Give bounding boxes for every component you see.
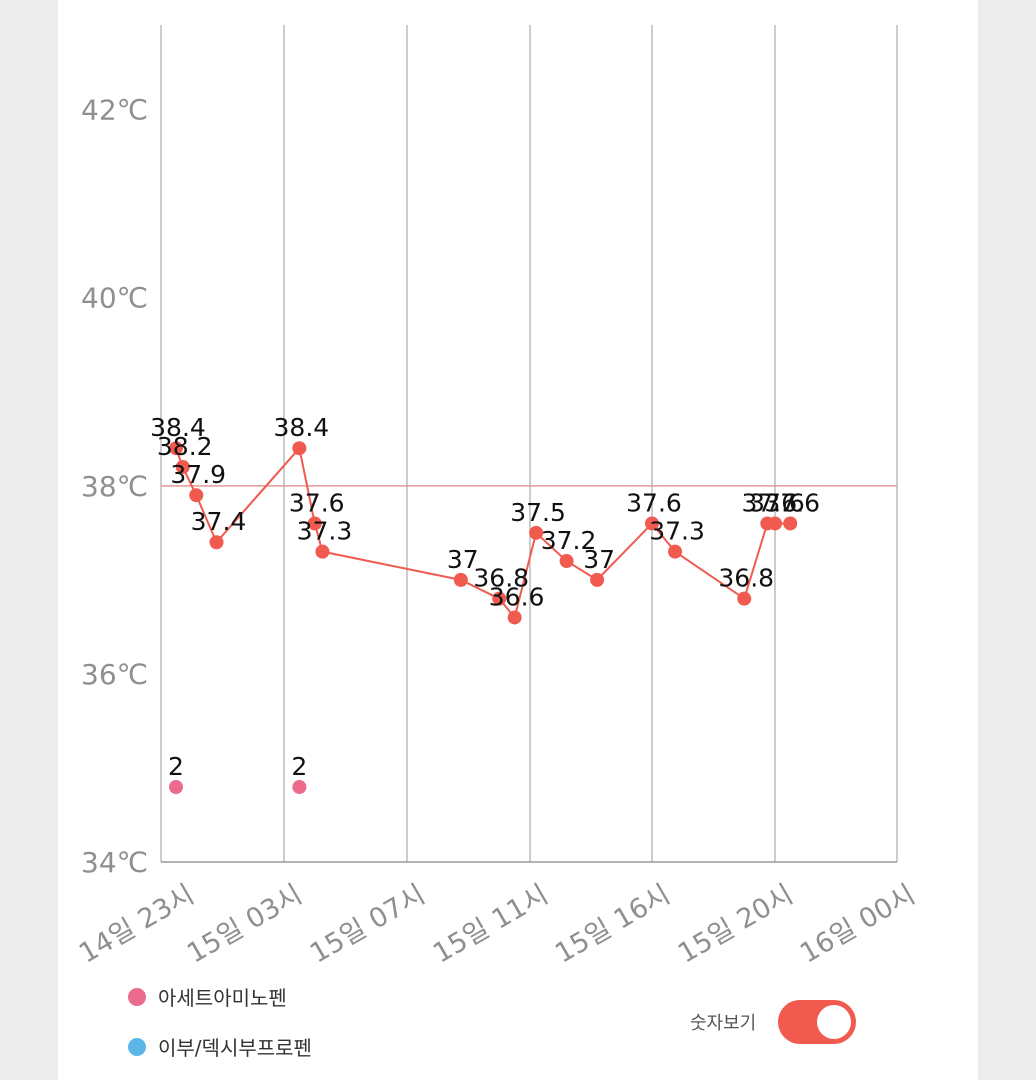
x-tick-label: 15일 03시 [182, 879, 307, 969]
y-tick-label: 40℃ [81, 282, 148, 315]
temperature-value-label: 37.9 [170, 460, 226, 489]
temperature-value-label: 36.6 [489, 582, 545, 611]
temperature-value-label: 37.6 [741, 488, 797, 517]
toggle-knob [817, 1005, 852, 1039]
acetaminophen-legend-dot [128, 987, 146, 1006]
y-tick-label: 38℃ [81, 470, 148, 503]
medication-point [292, 780, 307, 794]
x-tick-label: 15일 16시 [550, 879, 675, 969]
medication-dose-label: 2 [168, 752, 184, 781]
temperature-value-label: 37 [583, 545, 615, 574]
medication-dose-label: 2 [291, 752, 307, 781]
temperature-value-label: 37.2 [541, 526, 597, 555]
temperature-point [492, 591, 507, 606]
temperature-point [559, 554, 574, 569]
temperature-value-label: 37 [447, 545, 479, 574]
temperature-value-label: 38.2 [157, 432, 213, 461]
ibuprofen-legend-dot [128, 1037, 146, 1056]
legend-item-ibuprofen: 이부/덱시부프로펜 [128, 1032, 312, 1061]
temperature-point [175, 460, 190, 475]
show-numbers-control: 숫자보기 [690, 1000, 857, 1044]
temperature-point [645, 516, 659, 531]
temperature-point [783, 516, 798, 531]
x-tick-label: 14일 23시 [74, 879, 199, 969]
temperature-point [315, 544, 330, 559]
temperature-point [590, 572, 605, 587]
temperature-value-label: 37.4 [191, 507, 247, 536]
temperature-point [737, 591, 752, 606]
temperature-point [507, 610, 522, 625]
y-tick-label: 34℃ [81, 846, 148, 879]
chart-card: 34℃ 36℃ 38℃ 40℃ 42℃ 14일 23시 15일 03시 15일 07시 15일 … [58, 0, 978, 1080]
temperature-value-label: 37.3 [649, 517, 705, 546]
temperature-point [668, 544, 683, 559]
temperature-value-label: 37.5 [510, 498, 566, 527]
temperature-value-label: 37.6 [749, 488, 805, 517]
show-numbers-toggle[interactable] [778, 1000, 857, 1044]
temperature-point [768, 516, 782, 531]
y-tick-label: 42℃ [81, 94, 148, 127]
show-numbers-label: 숫자보기 [690, 1013, 757, 1034]
temperature-value-label: 38.4 [274, 413, 330, 442]
temperature-value-label: 37.6 [626, 488, 682, 517]
x-tick-label: 15일 11시 [428, 879, 553, 969]
temperature-value-label: 38.4 [150, 413, 206, 442]
temperature-point [169, 441, 183, 456]
legend-label: 이부/덱시부프로펜 [158, 1036, 312, 1060]
temperature-point [453, 572, 468, 587]
temperature-point [189, 488, 204, 503]
temperature-point [307, 516, 322, 531]
temperature-point [209, 535, 224, 550]
temperature-value-label: 37.6 [764, 488, 820, 517]
x-tick-label: 15일 07시 [305, 879, 430, 969]
medication-point [169, 780, 183, 794]
legend-item-acetaminophen: 아세트아미노펜 [128, 982, 287, 1011]
temperature-point [529, 525, 544, 540]
x-tick-label: 16일 00시 [795, 879, 920, 969]
temperature-value-label: 37.6 [289, 488, 345, 517]
temperature-value-label: 37.3 [297, 517, 353, 546]
temperature-value-label: 36.8 [718, 564, 774, 593]
temperature-point [292, 441, 307, 456]
temperature-value-label: 36.8 [473, 564, 529, 593]
x-tick-label: 15일 20시 [673, 879, 798, 969]
y-tick-label: 36℃ [81, 658, 148, 691]
legend-label: 아세트아미노펜 [158, 986, 287, 1010]
